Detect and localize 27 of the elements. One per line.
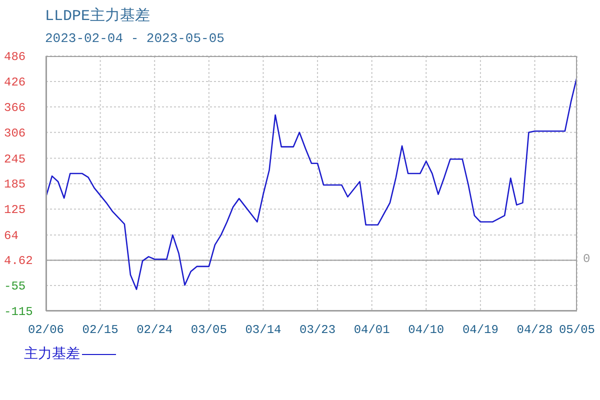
y-tick-label: 245 <box>4 152 26 166</box>
y-tick-label: -55 <box>4 280 26 294</box>
chart-title: LLDPE主力基差 <box>45 6 150 25</box>
x-tick-label: 02/06 <box>28 323 64 337</box>
chart-subtitle: 2023-02-04 - 2023-05-05 <box>45 31 224 46</box>
y-tick-label: 4.62 <box>4 254 33 268</box>
x-tick-label: 04/01 <box>354 323 390 337</box>
x-tick-label: 04/28 <box>516 323 553 337</box>
y-tick-label: 366 <box>4 100 26 115</box>
y-tick-label: 125 <box>4 203 26 218</box>
x-tick-label: 05/05 <box>558 323 596 337</box>
legend-label: 主力基差 <box>24 345 80 363</box>
text: 0 <box>583 252 590 266</box>
x-tick-label: 02/15 <box>82 323 118 337</box>
x-tick-label: 03/05 <box>190 323 227 337</box>
x-tick-label: 04/10 <box>408 323 444 337</box>
y-tick-label: 486 <box>4 50 26 64</box>
x-tick-label: 03/23 <box>300 323 336 337</box>
y-tick-label: 426 <box>4 75 26 90</box>
y-tick-label: 185 <box>4 178 26 192</box>
y-tick-label: 64 <box>4 229 18 244</box>
line-series <box>46 76 577 290</box>
x-tick-label: 04/19 <box>462 323 498 337</box>
y-tick-label: 306 <box>4 126 26 140</box>
x-tick-label: 03/14 <box>245 323 282 337</box>
y-tick-label: -115 <box>4 305 33 319</box>
x-tick-label: 02/24 <box>136 323 173 337</box>
